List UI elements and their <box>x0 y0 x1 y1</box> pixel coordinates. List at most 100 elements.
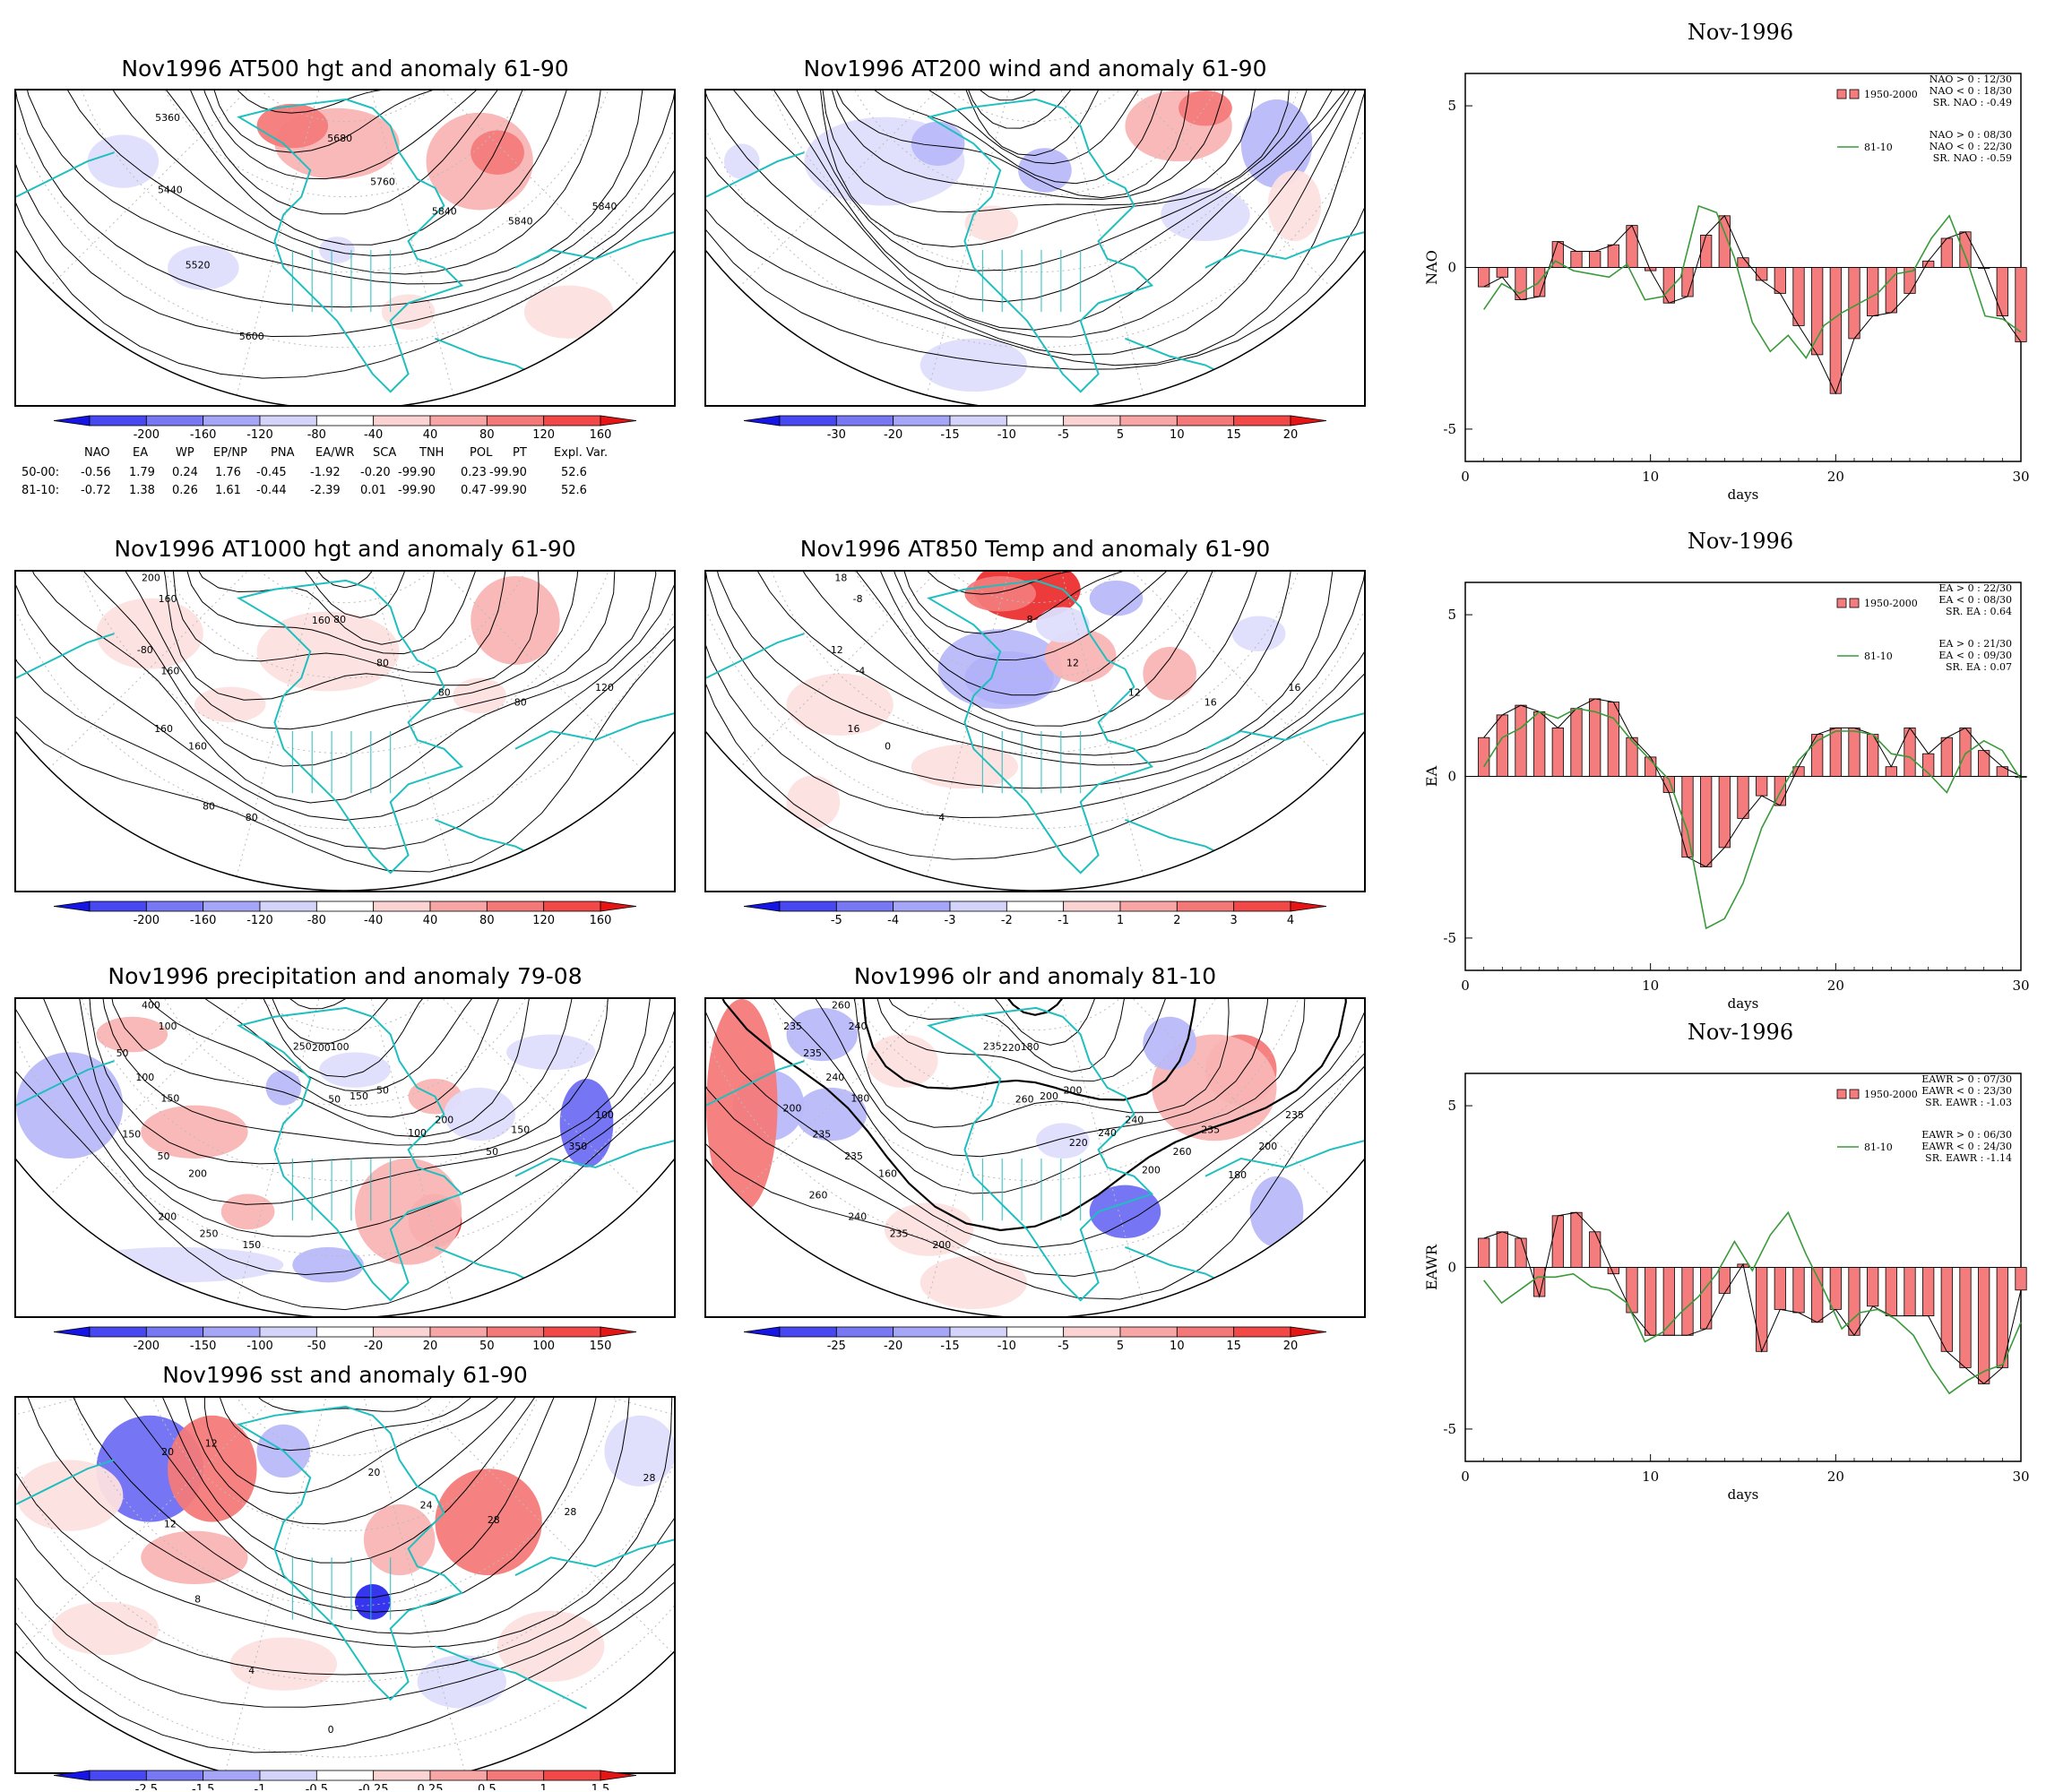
contour-label: 20 <box>367 1467 380 1478</box>
colorbar-wind200: -30-20-15-10-5510152030 <box>744 414 1326 453</box>
series-line-81-10 <box>1483 707 2022 930</box>
coastline-north-america <box>927 579 1154 874</box>
anomaly-shading <box>1143 1016 1197 1071</box>
contour-line <box>766 999 1276 1158</box>
colorbar-swatch <box>779 900 837 912</box>
eof-cell: 0.47 <box>461 484 487 497</box>
colorbar-tick-label: 20 <box>1283 428 1299 442</box>
bar <box>1700 776 1713 867</box>
bar-series-line <box>1483 214 2022 395</box>
bar <box>1589 1231 1601 1268</box>
meridian-line <box>1034 999 1144 1305</box>
y-tick-label: -5 <box>1443 930 1456 946</box>
eof-header-explvar: Expl. Var. <box>554 446 609 460</box>
anomaly-shading <box>786 775 841 829</box>
eof-header-ea: EA <box>133 446 149 460</box>
contour-label: 80 <box>438 687 451 699</box>
contour-label: 180 <box>1228 1169 1247 1181</box>
meridian-line <box>48 999 346 1197</box>
contour-line <box>797 999 1255 1128</box>
contour-label: 200 <box>312 1042 331 1054</box>
bar <box>1829 267 1842 394</box>
colorbar-swatch <box>543 415 601 426</box>
eof-cell: 1.38 <box>129 484 155 497</box>
colorbar-swatch <box>543 900 601 912</box>
colorbar-tick-label: -0.5 <box>306 1783 328 1790</box>
contour-line <box>842 90 1219 185</box>
bar <box>1867 267 1879 316</box>
contour-label: 50 <box>117 1047 129 1059</box>
contour-label: 16 <box>848 723 860 735</box>
anomaly-shading <box>964 205 1019 242</box>
eof-cell: -99.90 <box>398 484 436 497</box>
anomaly-shading <box>292 1246 364 1283</box>
bar <box>1829 727 1842 777</box>
contour-line <box>707 572 1334 766</box>
x-tick-label: 0 <box>1461 1469 1470 1485</box>
colorbar-swatch <box>429 900 488 912</box>
y-tick-label: 5 <box>1447 607 1456 623</box>
colorbar-swatch <box>429 1770 488 1781</box>
contour-line <box>16 999 674 1237</box>
colorbar-swatch <box>1233 415 1291 426</box>
colorbar-swatch <box>89 1770 147 1781</box>
eof-table: NAO EA WP EP/NP PNA EA/WR SCA TNH POL PT… <box>14 446 676 500</box>
contour-line <box>238 1398 452 1412</box>
bar <box>2015 267 2027 342</box>
y-axis-label: EAWR <box>1423 1244 1440 1290</box>
meridian-line <box>344 999 454 1305</box>
contour-label: 80 <box>246 812 258 823</box>
legend-label-81-10: 81-10 <box>1864 142 1893 153</box>
colorbar-tick-label: 120 <box>532 428 555 442</box>
bar <box>1774 267 1786 294</box>
legend-stat-1950-2000: SR. EAWR : -1.03 <box>1925 1097 2012 1108</box>
contour-label: 160 <box>878 1168 897 1180</box>
x-tick-label: 10 <box>1642 1469 1659 1485</box>
anomaly-shading <box>96 1016 168 1053</box>
contour-label: 28 <box>488 1514 500 1526</box>
ts-plot-ea: 0 10 20 30 5 0 -5 days EA EA > 0 : 22/30 EA < 0 : … <box>1416 563 2061 1012</box>
colorbar-swatch <box>1176 900 1235 912</box>
colorbar-swatch <box>145 415 204 426</box>
contour-line <box>76 572 586 730</box>
colorbar-tick-label: -80 <box>307 428 326 442</box>
anomaly-shading <box>265 1070 302 1106</box>
anomaly-shading <box>1178 90 1232 126</box>
bar <box>1811 267 1824 356</box>
contour-label: 100 <box>331 1041 350 1053</box>
bar <box>1645 1267 1657 1336</box>
colorbar-swatch <box>429 1326 488 1338</box>
contour-line <box>901 572 1213 634</box>
anomaly-shading <box>786 1007 859 1062</box>
legend-stat-81-10: NAO < 0 : 22/30 <box>1930 141 2012 152</box>
contour-label: 240 <box>849 1021 868 1032</box>
x-tick-label: 30 <box>2012 469 2029 485</box>
anomaly-shading <box>417 1655 507 1709</box>
anomaly-shading <box>354 1584 391 1620</box>
bar <box>1792 1267 1805 1314</box>
contour-label: 150 <box>242 1239 261 1251</box>
x-tick-label: 20 <box>1827 978 1844 994</box>
contour-label: 5600 <box>239 331 264 342</box>
colorbar-swatch <box>145 1326 204 1338</box>
contour-line <box>17 1398 632 1634</box>
anomaly-shading <box>795 1087 868 1142</box>
colorbar-tick-label: 5 <box>1117 428 1124 442</box>
bar <box>1681 267 1694 297</box>
map-hemisphere <box>16 90 674 405</box>
colorbar-swatch <box>600 415 636 426</box>
contour-line <box>16 1398 674 1753</box>
contour-label: 240 <box>825 1072 844 1083</box>
coastline-north-america <box>237 98 464 393</box>
colorbar-swatch <box>203 1326 261 1338</box>
colorbar-swatch <box>600 1326 636 1338</box>
contour-line <box>16 90 674 379</box>
colorbar-sst: -2.5-1.5-1-0.5-0.250.250.511.52.5 <box>54 1769 636 1790</box>
eof-cell: -0.72 <box>81 484 111 497</box>
contour-label: 240 <box>1098 1127 1117 1139</box>
legend-label-1950-2000: 1950-2000 <box>1864 89 1918 100</box>
contour-label: 235 <box>803 1047 822 1059</box>
anomaly-shading <box>1089 580 1144 616</box>
contour-line <box>706 90 1364 370</box>
